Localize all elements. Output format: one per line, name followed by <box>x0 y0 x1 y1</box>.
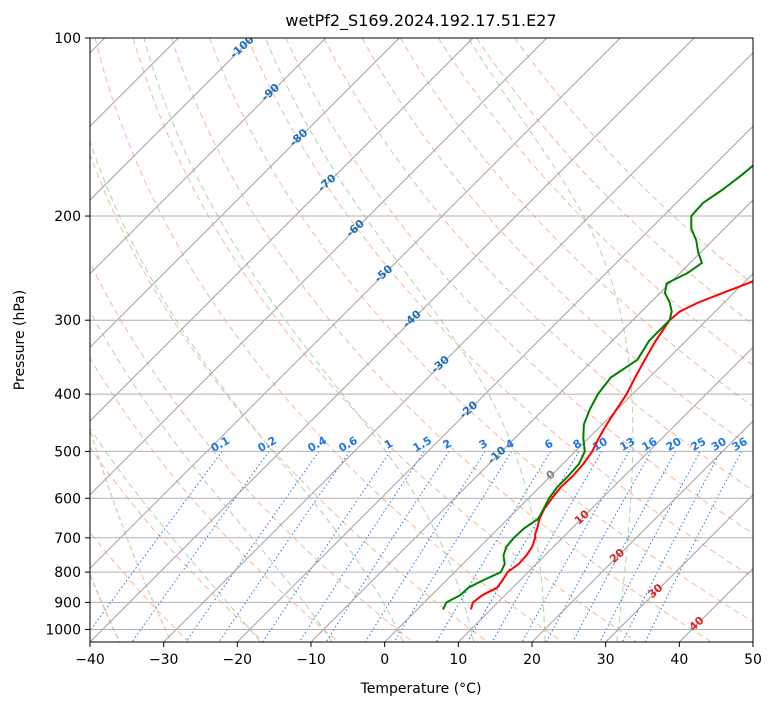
mixing-ratio-line <box>185 451 320 642</box>
y-tick-label: 300 <box>54 313 81 329</box>
axis-ticks: −40 −30 −20 −10 0 10 20 30 40 50 100 200 300 400 500 60… <box>45 31 762 668</box>
mixing-ratio-line <box>218 451 351 642</box>
dewpoint-profile-line <box>442 164 753 610</box>
dry-adiabat-line <box>90 446 264 642</box>
y-tick-label: 200 <box>54 209 81 225</box>
isotherm-line <box>90 38 621 570</box>
moist-adiabat-line <box>90 427 261 642</box>
dry-adiabat-line <box>399 38 753 408</box>
grid-lines <box>90 38 753 642</box>
moist-adiabat-line <box>143 38 475 642</box>
x-tick-label: 50 <box>744 652 762 668</box>
mixing-ratio-line <box>545 451 652 642</box>
mixing-ratio-line <box>364 451 486 642</box>
x-tick-label: 30 <box>597 652 615 668</box>
ccl-curve-line <box>90 427 172 642</box>
y-tick-label: 900 <box>54 595 81 611</box>
dry-adiabat-line <box>247 38 753 578</box>
mixing-ratio-line <box>435 451 552 642</box>
mixing-ratio-line <box>599 451 701 642</box>
isotherm-line <box>531 420 753 642</box>
y-tick-label: 500 <box>54 444 81 460</box>
x-tick-label: −20 <box>223 652 253 668</box>
isotherm-line <box>605 493 753 642</box>
dry-adiabat-line <box>170 38 712 642</box>
x-tick-label: −30 <box>149 652 179 668</box>
x-tick-label: −40 <box>75 652 105 668</box>
dry-adiabat-line <box>209 38 753 623</box>
moist-adiabat-line <box>264 38 546 642</box>
dry-adiabat-line <box>90 357 339 642</box>
y-tick-label: 800 <box>54 565 81 581</box>
dry-adiabat-line <box>90 261 414 642</box>
mixing-ratio-line <box>572 451 676 642</box>
isotherm-line <box>310 199 753 642</box>
isotherm-line <box>163 51 753 642</box>
mixing-ratio-line <box>325 451 450 642</box>
isotherm-line <box>90 38 327 275</box>
temperature-profile-line <box>470 280 753 610</box>
isotherm-line <box>90 38 695 642</box>
profile-lines <box>442 164 753 610</box>
isotherm-line <box>90 38 548 496</box>
x-tick-label: 10 <box>449 652 467 668</box>
mixing-ratio-line <box>393 451 513 642</box>
dry-adiabat-line <box>132 38 638 642</box>
dry-adiabat-line <box>437 38 753 366</box>
y-tick-label: 700 <box>54 531 81 547</box>
plot-frame <box>89 37 754 643</box>
moist-adiabat-line <box>90 310 333 642</box>
x-tick-label: 40 <box>670 652 688 668</box>
y-tick-label: 100 <box>54 31 81 47</box>
isotherm-line <box>236 125 753 642</box>
y-axis-label: Pressure (hPa) <box>12 290 28 390</box>
mixing-ratio-line <box>621 451 722 642</box>
y-tick-label: 600 <box>54 491 81 507</box>
x-tick-label: −10 <box>296 652 326 668</box>
dry-adiabat-line <box>94 38 563 642</box>
y-tick-label: 1000 <box>45 622 81 638</box>
mixing-ratio-line <box>90 451 223 632</box>
moist-adiabat-line <box>90 139 404 642</box>
isotherm-line <box>90 38 253 201</box>
mixing-ratio-line <box>491 451 603 642</box>
mixing-ratio-line <box>521 451 630 642</box>
chart-title: wetPf2_S169.2024.192.17.51.E27 <box>285 11 556 31</box>
dry-adiabat-line <box>285 38 753 535</box>
x-axis-label: Temperature (°C) <box>360 681 482 697</box>
isotherm-line <box>384 272 753 642</box>
dry-adiabat-line <box>323 38 753 492</box>
isotherm-line <box>457 346 753 642</box>
x-tick-label: 0 <box>380 652 389 668</box>
y-tick-label: 400 <box>54 387 81 403</box>
isotherm-line <box>90 38 474 422</box>
x-tick-label: 20 <box>523 652 541 668</box>
isotherm-line <box>90 38 400 349</box>
